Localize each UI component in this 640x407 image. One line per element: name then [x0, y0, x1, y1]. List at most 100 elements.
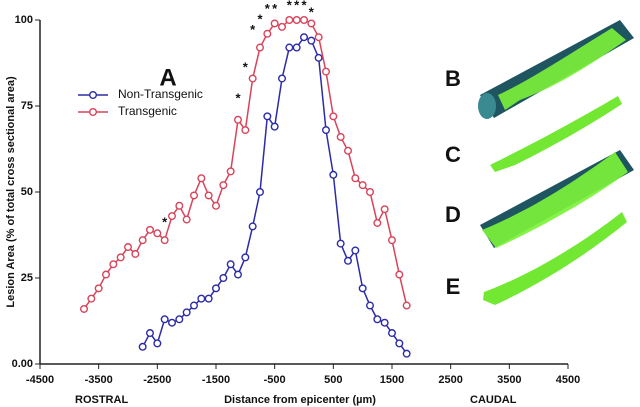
significance-mark: * — [243, 60, 249, 75]
data-point — [241, 253, 250, 262]
data-point — [402, 301, 411, 310]
data-point — [278, 74, 287, 83]
panel-label: C — [445, 142, 461, 167]
data-point — [189, 301, 198, 310]
data-point — [373, 218, 382, 227]
data-point — [79, 304, 88, 313]
data-point — [160, 315, 169, 324]
data-point — [344, 146, 353, 155]
data-point — [233, 270, 242, 279]
x-tick-label: 1500 — [380, 374, 404, 386]
rendering-b — [478, 20, 634, 119]
data-point — [358, 284, 367, 293]
data-point — [131, 249, 140, 258]
x-tick-label: -2500 — [143, 374, 171, 386]
y-tick-label: 0.00 — [12, 358, 33, 370]
data-point — [175, 315, 184, 324]
legend-label: Transgenic — [118, 104, 177, 118]
data-point — [336, 239, 345, 248]
x-tick-label: -1500 — [202, 374, 230, 386]
data-point — [285, 43, 294, 52]
data-point — [344, 256, 353, 265]
data-point — [219, 274, 228, 283]
significance-mark: * — [257, 11, 263, 26]
data-point — [300, 33, 309, 42]
data-point — [87, 294, 96, 303]
data-point — [366, 301, 375, 310]
data-point — [116, 253, 125, 262]
data-point — [307, 19, 316, 28]
data-point — [160, 236, 169, 245]
data-point — [358, 181, 367, 190]
data-point — [94, 284, 103, 293]
data-point — [204, 191, 213, 200]
data-point — [292, 43, 301, 52]
data-point — [285, 16, 294, 25]
y-tick-label: 50 — [21, 186, 33, 198]
data-point — [145, 225, 154, 234]
data-point — [197, 174, 206, 183]
panel-label: D — [445, 202, 461, 227]
data-point — [167, 212, 176, 221]
x-tick-label: -500 — [264, 374, 286, 386]
data-point — [388, 329, 397, 338]
data-point — [270, 122, 279, 131]
data-point — [211, 201, 220, 210]
significance-mark: * — [287, 0, 293, 13]
data-point — [388, 236, 397, 245]
data-point — [138, 236, 147, 245]
data-point — [241, 126, 250, 135]
significance-mark: * — [272, 1, 278, 16]
data-point — [322, 67, 331, 76]
data-point — [380, 318, 389, 327]
data-point — [109, 260, 118, 269]
significance-mark: * — [294, 0, 300, 13]
data-point — [322, 126, 331, 135]
data-point — [278, 22, 287, 31]
rendering-d — [480, 150, 634, 248]
y-axis-label: Lesion Area (% of total cross sectional … — [5, 76, 17, 308]
data-point — [256, 43, 265, 52]
data-point — [307, 36, 316, 45]
data-point — [395, 270, 404, 279]
significance-mark: * — [309, 5, 315, 20]
data-point — [336, 132, 345, 141]
data-point — [211, 284, 220, 293]
caudal-label: CAUDAL — [470, 394, 517, 406]
data-point — [248, 74, 257, 83]
y-tick-label: 75 — [21, 100, 33, 112]
data-point — [314, 33, 323, 42]
significance-mark: * — [250, 22, 256, 37]
data-point — [153, 229, 162, 238]
data-point — [101, 270, 110, 279]
data-point — [402, 349, 411, 358]
data-point — [314, 53, 323, 62]
data-point — [167, 318, 176, 327]
data-point — [329, 112, 338, 121]
data-point — [366, 187, 375, 196]
data-point — [145, 329, 154, 338]
y-tick-label: 100 — [15, 14, 33, 26]
data-point — [226, 167, 235, 176]
rendering-e — [483, 212, 627, 305]
data-point — [189, 191, 198, 200]
data-point — [153, 339, 162, 348]
data-point — [256, 187, 265, 196]
rendering-c — [490, 96, 622, 172]
data-point — [351, 246, 360, 255]
data-point — [175, 201, 184, 210]
data-point — [204, 294, 213, 303]
significance-mark: * — [301, 0, 307, 13]
data-point — [395, 339, 404, 348]
data-point — [351, 174, 360, 183]
legend-marker — [88, 107, 97, 116]
data-point — [300, 16, 309, 25]
x-tick-label: 2500 — [438, 374, 462, 386]
data-point — [219, 181, 228, 190]
data-point — [373, 315, 382, 324]
data-point — [182, 308, 191, 317]
data-point — [197, 294, 206, 303]
data-point — [182, 215, 191, 224]
x-tick-label: -3500 — [85, 374, 113, 386]
significance-mark: * — [265, 1, 271, 16]
